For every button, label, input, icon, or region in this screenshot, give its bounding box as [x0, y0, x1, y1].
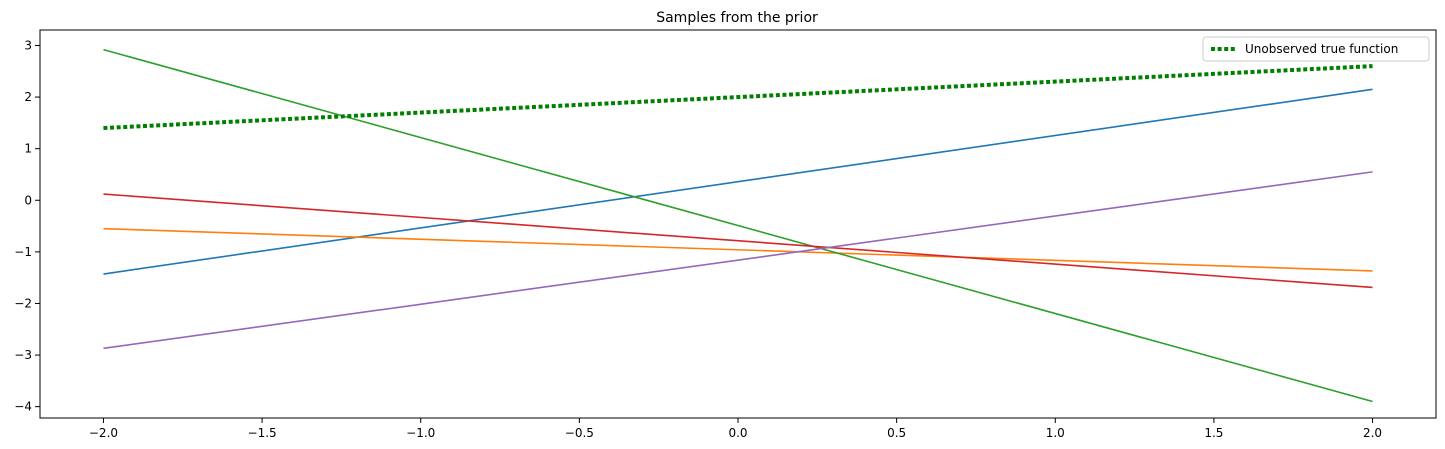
legend-box: [1202, 36, 1430, 62]
x-tick-label: 1.5: [1204, 426, 1223, 440]
y-axis: −4 −3 −2 −1 0 1 2 3: [14, 38, 40, 414]
x-tick-label: −1.0: [406, 426, 435, 440]
series-line-5: [103, 171, 1373, 350]
y-tick-label: 3: [24, 38, 32, 52]
y-tick-label: −4: [14, 400, 32, 414]
y-tick-label: 0: [24, 193, 32, 207]
series-layer: [103, 48, 1373, 403]
y-tick-label: −2: [14, 296, 32, 310]
x-tick-label: −0.5: [565, 426, 594, 440]
series-line-2: [103, 227, 1373, 272]
series-line-4: [103, 193, 1373, 289]
x-tick-label: 2.0: [1363, 426, 1382, 440]
chart-title: Samples from the prior: [656, 10, 818, 26]
legend-label: Unobserved true function: [1245, 42, 1398, 56]
y-tick-label: 2: [24, 90, 32, 104]
series-line-true-function: [103, 64, 1373, 131]
x-axis: −2.0 −1.5 −1.0 −0.5 0.0 0.5 1.0 1.5 2.0: [89, 418, 1382, 440]
x-tick-label: 1.0: [1046, 426, 1065, 440]
x-tick-label: 0.0: [728, 426, 747, 440]
y-tick-label: −1: [14, 245, 32, 259]
x-tick-label: −2.0: [89, 426, 118, 440]
legend: Unobserved true function: [1202, 36, 1430, 62]
y-tick-label: 1: [24, 142, 32, 156]
x-tick-label: −1.5: [248, 426, 277, 440]
y-tick-label: −3: [14, 348, 32, 362]
x-tick-label: 0.5: [887, 426, 906, 440]
series-line-3: [103, 48, 1373, 403]
series-line-1: [103, 88, 1373, 275]
